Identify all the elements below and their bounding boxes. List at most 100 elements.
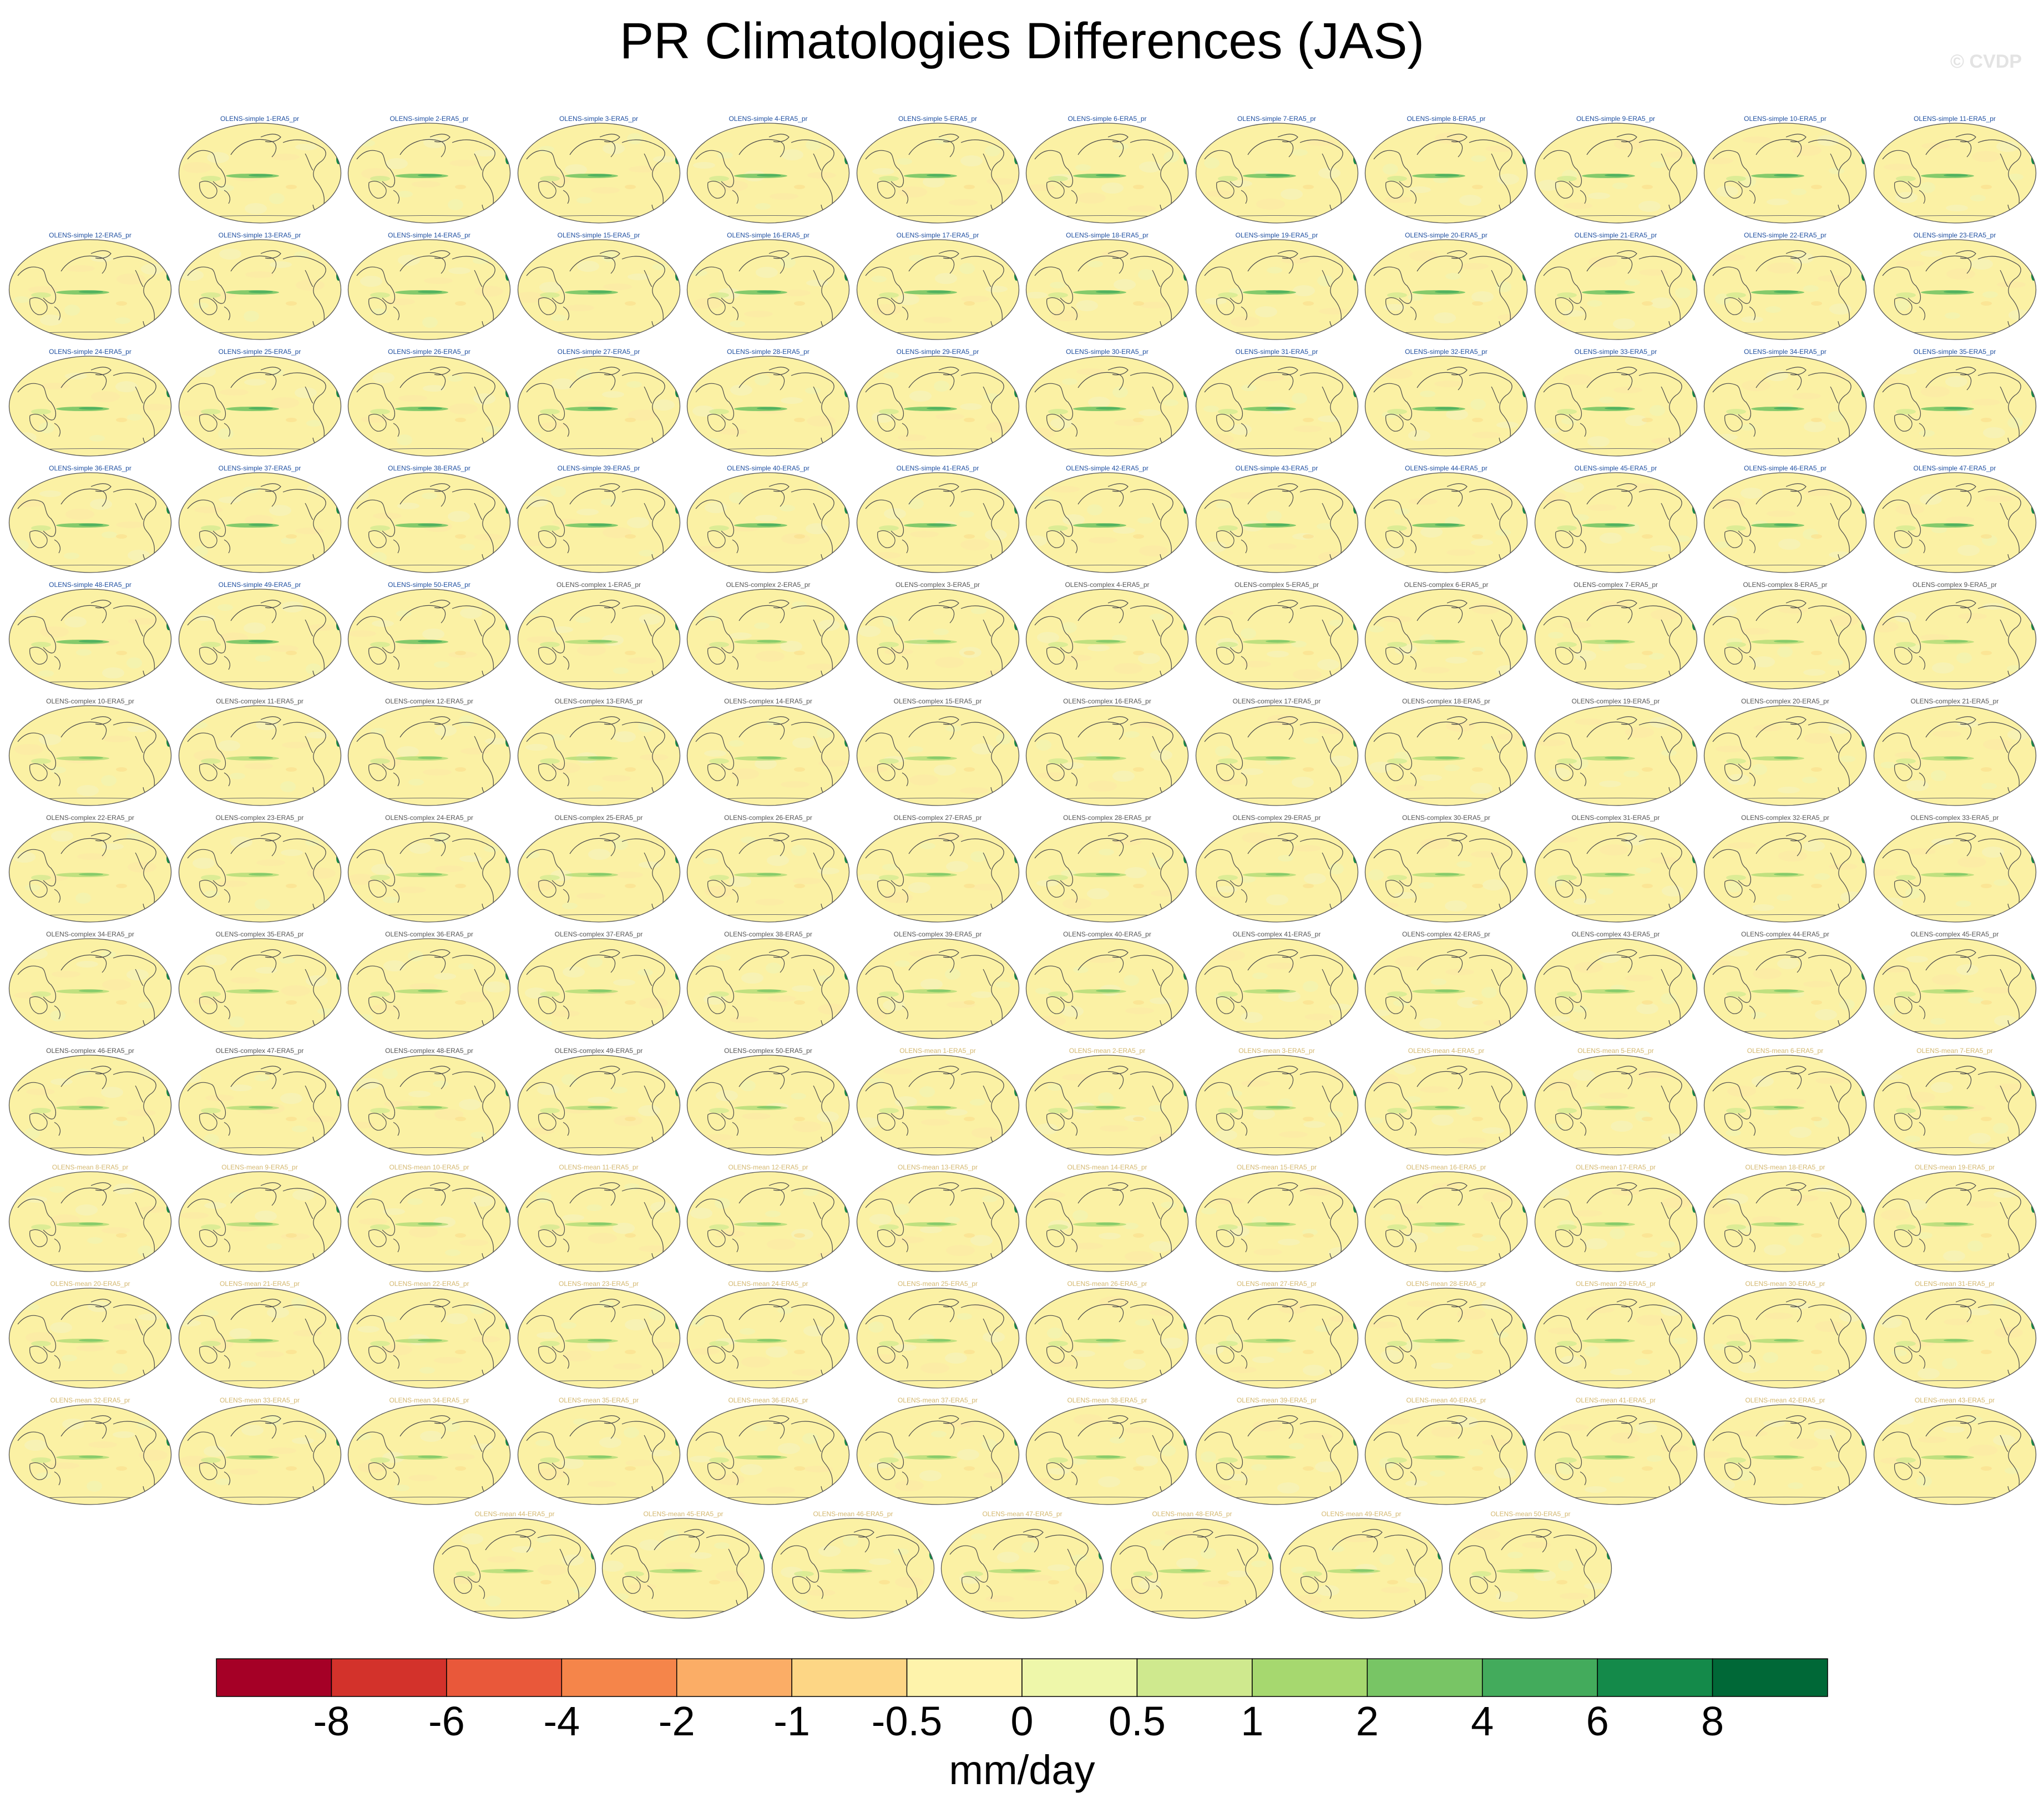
panel-title: OLENS-simple 49-ERA5_pr [218,581,301,589]
map-29 [856,356,1019,457]
map-panel: OLENS-complex 16-ERA5_pr [1025,696,1190,807]
map-43 [1195,472,1358,573]
map-panel: OLENS-complex 47-ERA5_pr [178,1046,342,1157]
colorbar-tick-label: -2 [658,1698,695,1744]
map-125 [856,1288,1019,1389]
map-83 [1873,822,2036,923]
map-panel: OLENS-complex 8-ERA5_pr [1703,580,1868,691]
map-53 [856,589,1019,690]
panel-title: OLENS-simple 12-ERA5_pr [49,231,131,239]
map-panel: OLENS-mean 28-ERA5_pr [1364,1279,1529,1390]
panel-title: OLENS-complex 31-ERA5_pr [1571,814,1660,822]
map-panel: OLENS-simple 49-ERA5_pr [178,580,342,691]
map-panel: OLENS-simple 19-ERA5_pr [1195,230,1359,341]
colorbar-box [1712,1658,1828,1697]
map-panel: OLENS-simple 20-ERA5_pr [1364,230,1529,341]
panel-title: OLENS-mean 29-ERA5_pr [1575,1280,1656,1288]
map-121 [178,1288,341,1389]
map-panel: OLENS-simple 11-ERA5_pr [1873,114,2037,225]
colorbar-tick-label: -4 [543,1698,580,1744]
colorbar-box [1481,1658,1598,1697]
map-19 [1195,239,1358,340]
panel-title: OLENS-mean 9-ERA5_pr [221,1163,298,1171]
map-21 [1534,239,1697,340]
panel-title: OLENS-complex 18-ERA5_pr [1402,697,1490,705]
panel-title: OLENS-mean 5-ERA5_pr [1577,1047,1654,1055]
map-panel: OLENS-complex 42-ERA5_pr [1364,929,1529,1040]
panel-title: OLENS-mean 24-ERA5_pr [728,1280,808,1288]
map-42 [1025,472,1189,573]
panel-title: OLENS-mean 16-ERA5_pr [1406,1163,1486,1171]
panel-title: OLENS-simple 42-ERA5_pr [1066,464,1149,472]
map-23 [1873,239,2036,340]
panel-title: OLENS-simple 23-ERA5_pr [1913,231,1996,239]
map-36 [8,472,172,573]
map-panel: OLENS-simple 32-ERA5_pr [1364,347,1529,458]
panel-title: OLENS-mean 41-ERA5_pr [1575,1396,1656,1404]
map-panel: OLENS-simple 48-ERA5_pr [8,580,173,691]
panel-title: OLENS-mean 45-ERA5_pr [643,1510,724,1518]
panel-title: OLENS-simple 14-ERA5_pr [388,231,470,239]
panel-title: OLENS-complex 1-ERA5_pr [556,581,641,589]
panel-title: OLENS-mean 42-ERA5_pr [1745,1396,1825,1404]
map-117 [1534,1171,1697,1272]
map-panel: OLENS-simple 36-ERA5_pr [8,463,173,574]
panel-title: OLENS-simple 3-ERA5_pr [559,115,639,123]
map-33 [1534,356,1697,457]
panel-title: OLENS-complex 4-ERA5_pr [1065,581,1150,589]
map-panel: OLENS-mean 17-ERA5_pr [1534,1162,1698,1273]
map-108 [8,1171,172,1272]
map-panel: OLENS-complex 36-ERA5_pr [347,929,512,1040]
map-panel: OLENS-mean 1-ERA5_pr [856,1046,1020,1157]
colorbar-tick-label: 2 [1355,1698,1379,1744]
map-panel: OLENS-mean 15-ERA5_pr [1195,1162,1359,1273]
map-panel: OLENS-simple 13-ERA5_pr [178,230,342,341]
panel-title: OLENS-simple 17-ERA5_pr [896,231,979,239]
panel-title: OLENS-mean 3-ERA5_pr [1238,1047,1315,1055]
map-52 [686,589,850,690]
map-49 [178,589,341,690]
map-panel: OLENS-simple 30-ERA5_pr [1025,347,1190,458]
map-56 [1364,589,1528,690]
colorbar-box [1367,1658,1483,1697]
map-panel: OLENS-simple 27-ERA5_pr [517,347,681,458]
panel-title: OLENS-complex 15-ERA5_pr [893,697,982,705]
map-132 [8,1404,172,1505]
map-58 [1703,589,1867,690]
map-panel: OLENS-simple 39-ERA5_pr [517,463,681,574]
map-6 [1025,123,1189,224]
map-panel: OLENS-mean 46-ERA5_pr [771,1509,935,1620]
panel-title: OLENS-mean 39-ERA5_pr [1236,1396,1317,1404]
map-34 [1703,356,1867,457]
panel-title: OLENS-simple 15-ERA5_pr [557,231,640,239]
map-79 [1195,822,1358,923]
map-140 [1364,1404,1528,1505]
panel-title: OLENS-simple 5-ERA5_pr [898,115,978,123]
map-99 [517,1055,680,1156]
panel-title: OLENS-mean 46-ERA5_pr [813,1510,893,1518]
map-panel: OLENS-complex 19-ERA5_pr [1534,696,1698,807]
map-panel: OLENS-simple 5-ERA5_pr [856,114,1020,225]
panel-title: OLENS-complex 25-ERA5_pr [554,814,643,822]
map-51 [517,589,680,690]
colorbar-tick-label: -8 [313,1698,350,1744]
map-panel: OLENS-simple 42-ERA5_pr [1025,463,1190,574]
map-16 [686,239,850,340]
map-69 [1534,705,1697,806]
panel-title: OLENS-complex 12-ERA5_pr [385,697,473,705]
panel-title: OLENS-complex 6-ERA5_pr [1404,581,1489,589]
map-panel: OLENS-complex 27-ERA5_pr [856,813,1020,924]
panel-title: OLENS-mean 44-ERA5_pr [474,1510,555,1518]
map-118 [1703,1171,1867,1272]
map-panel: OLENS-complex 32-ERA5_pr [1703,813,1868,924]
panel-title: OLENS-simple 33-ERA5_pr [1574,348,1657,356]
map-panel: OLENS-simple 18-ERA5_pr [1025,230,1190,341]
colorbar-box [331,1658,447,1697]
panel-title: OLENS-simple 45-ERA5_pr [1574,464,1657,472]
map-panel: OLENS-mean 10-ERA5_pr [347,1162,512,1273]
colorbar-tick-label: -6 [428,1698,465,1744]
panel-title: OLENS-simple 7-ERA5_pr [1237,115,1317,123]
map-panel: OLENS-simple 15-ERA5_pr [517,230,681,341]
panel-title: OLENS-complex 11-ERA5_pr [216,697,303,705]
map-133 [178,1404,341,1505]
